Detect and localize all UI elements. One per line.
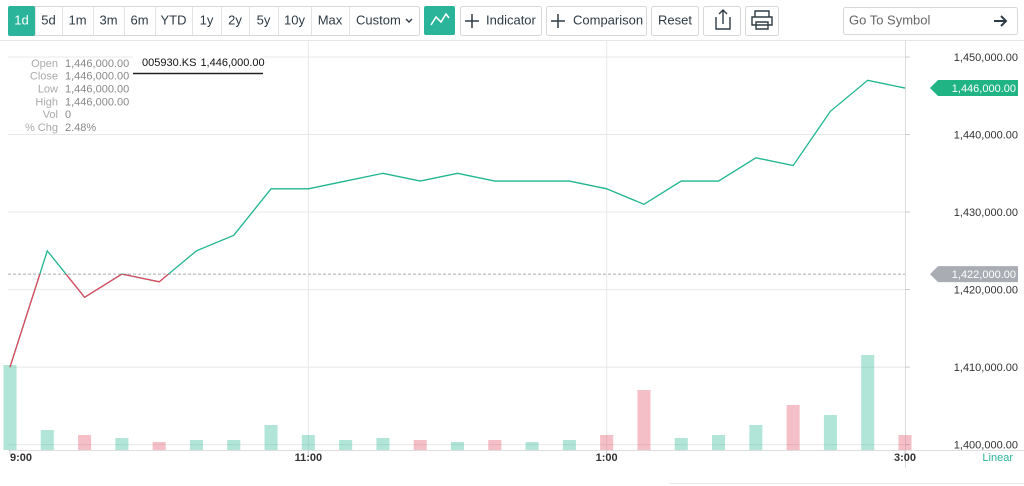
- period-button[interactable]: 3m: [99, 12, 117, 27]
- print-icon: [751, 10, 773, 30]
- volume-bar: [339, 440, 353, 450]
- previous-close-badge-label: 1,422,000.00: [952, 269, 1016, 281]
- period-button[interactable]: 10y: [284, 12, 305, 27]
- reset-button[interactable]: [651, 6, 699, 36]
- period-button[interactable]: 1y: [200, 12, 214, 27]
- volume-bar: [301, 435, 315, 450]
- print-button[interactable]: [745, 6, 779, 36]
- price-line: [9, 79, 906, 368]
- period-button[interactable]: 5d: [41, 12, 55, 27]
- y-tick-label: 1,450,000.00: [954, 52, 1018, 64]
- volume-bar: [749, 425, 763, 450]
- volume-bar: [152, 442, 166, 450]
- volume-bar: [3, 365, 17, 450]
- hud-value: 1,446,000.00: [65, 58, 129, 70]
- volume-bar: [898, 435, 912, 450]
- volume-bar: [376, 438, 390, 450]
- period-button[interactable]: Max: [318, 12, 343, 27]
- hud-value: 2.48%: [65, 122, 96, 134]
- scale-mode[interactable]: Linear: [982, 452, 1013, 464]
- x-tick-label: 3:00: [894, 452, 916, 464]
- reset-label: Reset: [658, 12, 692, 27]
- x-tick-label: 1:00: [596, 452, 618, 464]
- tooltip: [133, 54, 263, 73]
- period-button[interactable]: 1d: [14, 12, 28, 27]
- volume-bar: [637, 390, 651, 450]
- plus-icon: [551, 14, 565, 28]
- volume-bar: [413, 440, 427, 450]
- hud-label: Open: [31, 58, 58, 70]
- plot-area: 1,400,000.00 1,410,000.00 1,420,000.00 1,43…: [3, 40, 1024, 468]
- y-tick-label: 1,430,000.00: [954, 207, 1018, 219]
- hud-value: 1,446,000.00: [65, 96, 129, 108]
- period-button[interactable]: 6m: [130, 12, 148, 27]
- tooltip-symbol: 005930.KS: [142, 57, 196, 69]
- y-tick-label: 1,420,000.00: [954, 284, 1018, 296]
- volume-bar: [40, 430, 54, 450]
- x-tick-label: 9:00: [10, 452, 32, 464]
- comparison-button[interactable]: [546, 6, 647, 36]
- go-icon[interactable]: [994, 15, 1008, 27]
- y-tick-label: 1,410,000.00: [954, 362, 1018, 374]
- dropdown-caret: [405, 18, 413, 23]
- volume-bar: [562, 440, 576, 450]
- hud-label: Close: [30, 71, 58, 83]
- tooltip-price: 1,446,000.00: [200, 57, 264, 69]
- hud-label: % Chg: [25, 122, 58, 134]
- comparison-label: Comparison: [573, 12, 643, 27]
- custom-dropdown[interactable]: Custom: [356, 12, 401, 27]
- period-active: [8, 6, 35, 36]
- volume-bar: [823, 415, 837, 450]
- toolbar: 1d 5d 1m 3m 6m YTD 1y 2y 5y 10y Max Custom: [8, 6, 420, 36]
- y-tick-label: 1,400,000.00: [954, 439, 1018, 451]
- previous-close-badge: [930, 266, 1018, 283]
- indicator-button[interactable]: [460, 6, 542, 36]
- volume-bar: [674, 438, 688, 450]
- volume-bar: [600, 435, 614, 450]
- volume-bar: [115, 438, 129, 450]
- price-line-below-close: [9, 274, 170, 368]
- hud-label: Low: [38, 84, 58, 96]
- y-tick-label: 1,440,000.00: [954, 129, 1018, 141]
- x-tick-label: 11:00: [295, 452, 323, 464]
- share-icon: [715, 9, 731, 30]
- volume-bar: [786, 405, 800, 450]
- hud-value: 0: [65, 109, 71, 121]
- volume-bar: [189, 440, 203, 450]
- last-price-badge-label: 1,446,000.00: [952, 83, 1016, 95]
- hud-label: Vol: [43, 109, 58, 121]
- volume-bar: [861, 355, 875, 450]
- share-button[interactable]: [703, 6, 741, 36]
- hud-value: 1,446,000.00: [65, 71, 129, 83]
- volume-bar: [264, 425, 278, 450]
- volume-bar: [78, 435, 92, 450]
- period-button[interactable]: 1m: [68, 12, 86, 27]
- indicator-label: Indicator: [486, 12, 537, 27]
- period-button[interactable]: YTD: [161, 12, 187, 27]
- symbol-search[interactable]: [843, 7, 1018, 35]
- volume-bar: [450, 442, 465, 450]
- volume-bar: [488, 440, 502, 450]
- period-button[interactable]: 5y: [257, 12, 271, 27]
- period-button[interactable]: 2y: [228, 12, 242, 27]
- volume-bar: [525, 442, 539, 450]
- hud-label: High: [35, 96, 58, 108]
- volume-bar: [712, 435, 726, 450]
- plus-icon: [465, 14, 479, 28]
- volume-bar: [227, 440, 241, 450]
- last-price-badge: [930, 80, 1018, 97]
- hud-value: 1,446,000.00: [65, 84, 129, 96]
- search-placeholder: Go To Symbol: [849, 12, 931, 27]
- chart-type-icon: [430, 12, 450, 26]
